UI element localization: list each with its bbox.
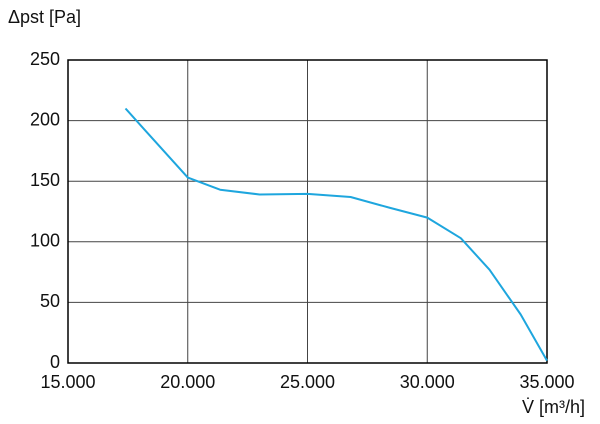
- data-line: [124, 107, 548, 362]
- plot-frame: [67, 59, 548, 364]
- y-tick-label: 0: [50, 352, 60, 372]
- x-tick-label: 15.000: [40, 372, 95, 392]
- x-axis-label: V̇ [m³/h]: [522, 397, 585, 417]
- x-tick-label: 20.000: [160, 372, 215, 392]
- y-tick-label: 200: [30, 109, 60, 129]
- x-tick-label: 35.000: [519, 372, 574, 392]
- x-tick-label: 30.000: [400, 372, 455, 392]
- y-tick-label: 150: [30, 170, 60, 190]
- x-tick-label: 25.000: [280, 372, 335, 392]
- y-axis-label: Δpst [Pa]: [8, 7, 81, 27]
- y-tick-label: 100: [30, 231, 60, 251]
- y-tick-label: 50: [40, 291, 60, 311]
- y-tick-label: 250: [30, 49, 60, 69]
